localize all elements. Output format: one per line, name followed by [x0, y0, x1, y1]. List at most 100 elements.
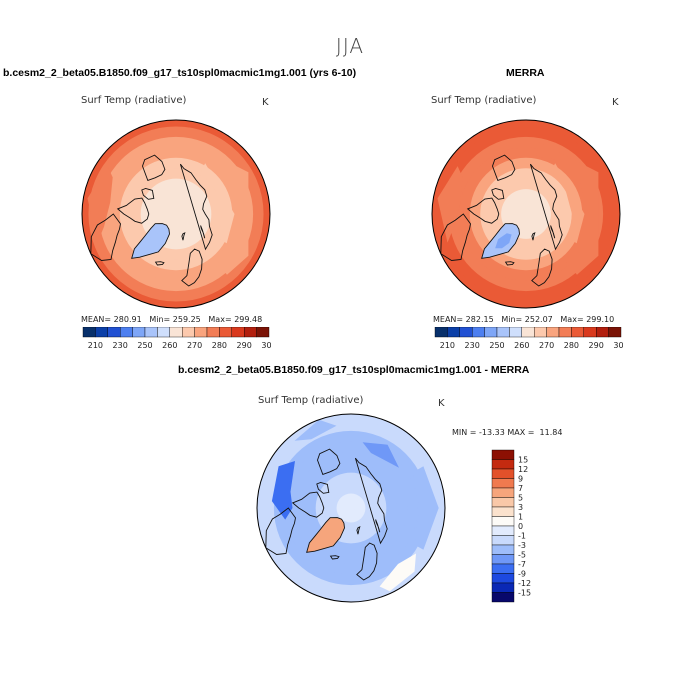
colorbar-swatch	[491, 573, 515, 584]
coastline	[504, 261, 515, 266]
colorbar-swatch	[82, 327, 96, 338]
anomaly-patch	[362, 442, 399, 468]
colorbar-tick-label: 7	[518, 484, 523, 493]
coastline	[375, 519, 381, 533]
stats-merra: MEAN= 282.15 Min= 252.07 Max= 299.10	[433, 315, 614, 324]
regional-temperature-patch	[186, 142, 249, 275]
colorbar-tick-label: -5	[518, 551, 526, 560]
colorbar-swatch	[491, 535, 515, 546]
coastline	[329, 555, 340, 560]
regional-temperature-patch	[201, 163, 235, 244]
colorbar-tick-label: -12	[518, 579, 531, 588]
colorbar-swatch	[558, 327, 572, 338]
colorbar-swatch	[194, 327, 208, 338]
polar-map-model	[81, 119, 271, 309]
colorbar-swatch	[496, 327, 510, 338]
map-boundary	[256, 413, 446, 603]
regional-temperature-patch	[437, 166, 463, 243]
coastline	[481, 223, 520, 259]
variable-label-model: Surf Temp (radiative)	[81, 95, 187, 106]
coastline	[141, 188, 155, 200]
colorbar-swatch	[509, 327, 523, 338]
coastline	[131, 223, 170, 259]
map-fill	[257, 414, 445, 602]
colorbar-tick-label: 230	[113, 341, 128, 350]
greenland-ice-sheet	[495, 233, 512, 249]
colorbar-swatch	[491, 592, 515, 603]
colorbar-swatch	[491, 468, 515, 479]
mean-value: 280.91	[113, 315, 142, 324]
colorbar-tick-label: 250	[489, 341, 504, 350]
colorbar-tick-label: 3	[518, 503, 523, 512]
coastline	[354, 457, 388, 545]
colorbar-swatch	[491, 525, 515, 536]
coastlines	[265, 448, 388, 581]
colorbar-swatch	[243, 327, 257, 338]
colorbar-swatch	[144, 327, 158, 338]
coastline	[317, 448, 341, 475]
anomaly-patch	[271, 461, 295, 520]
colorbar-tick-label: 15	[518, 456, 528, 465]
colorbar-swatch	[120, 327, 133, 338]
regional-temperature-patch	[551, 163, 585, 244]
coastline	[306, 517, 345, 553]
coastlines	[440, 154, 563, 287]
coastline	[154, 261, 165, 266]
colorbar-tick-label: 5	[518, 494, 523, 503]
units-label-model: K	[262, 97, 269, 108]
colorbar-tick-label: 280	[564, 341, 579, 350]
coastline	[466, 197, 500, 224]
colorbar-tick-label: 280	[212, 341, 227, 350]
variable-label-merra: Surf Temp (radiative)	[431, 95, 537, 106]
colorbar-tick-label: 210	[440, 341, 455, 350]
colorbar-tick-label: 9	[518, 475, 523, 484]
colorbar-tick-label: -1	[518, 532, 526, 541]
coastlines	[90, 154, 213, 287]
colorbar-swatch	[256, 327, 270, 338]
coastline	[316, 482, 330, 494]
map-boundary	[431, 119, 621, 309]
coastline	[550, 225, 556, 239]
colorbar-swatch	[157, 327, 171, 338]
colorbar-swatch	[484, 327, 498, 338]
colorbar-swatch	[181, 327, 195, 338]
mean-label: MEAN=	[81, 315, 112, 324]
colorbar-swatch	[491, 459, 515, 470]
colorbar-swatch	[491, 582, 515, 593]
coastline	[179, 163, 213, 251]
max-value: 299.48	[234, 315, 263, 324]
colorbar-swatch	[571, 327, 584, 338]
colorbar-swatch	[169, 327, 183, 338]
coastline	[142, 154, 166, 181]
coastline	[200, 225, 206, 239]
coastline	[529, 163, 563, 251]
units-label-diff: K	[438, 398, 445, 409]
coastline	[181, 248, 203, 287]
colorbar-tick-label: -3	[518, 541, 526, 550]
greenland-ice-sheet	[145, 233, 162, 249]
colorbar-tick-label: 210	[88, 341, 103, 350]
colorbar-swatch	[434, 327, 448, 338]
regional-temperature-patch	[87, 166, 113, 243]
colorbar-swatch	[107, 327, 121, 338]
colorbar-swatch	[608, 327, 622, 338]
anomaly-patch	[412, 466, 439, 550]
polar-map-diff	[256, 413, 446, 603]
colorbar-tick-label: 290	[589, 341, 604, 350]
max-label: Max=	[208, 315, 232, 324]
min-value: 252.07	[524, 315, 553, 324]
lat-band	[172, 210, 180, 218]
colorbar-swatch	[491, 554, 515, 565]
stats-diff: MIN = -13.33 MAX = 11.84	[452, 428, 563, 437]
polar-map-merra	[431, 119, 621, 309]
colorbar-swatch	[491, 563, 515, 574]
colorbar-swatch	[533, 327, 547, 338]
coastline	[491, 188, 505, 200]
colorbar-swatch	[491, 516, 515, 527]
lat-band	[522, 210, 530, 218]
colorbar-swatch	[231, 327, 245, 338]
colorbar-swatch	[595, 327, 609, 338]
coastline	[492, 154, 516, 181]
colorbar-swatch	[472, 327, 485, 338]
